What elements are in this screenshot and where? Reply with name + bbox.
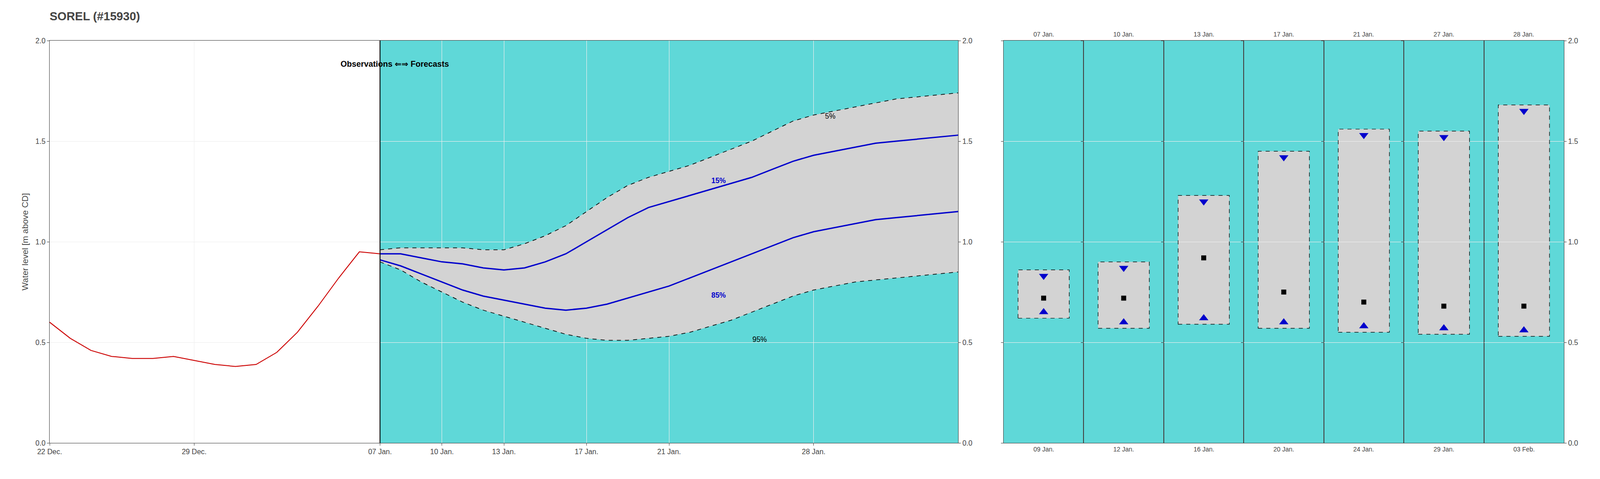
svg-text:10 Jan.: 10 Jan. <box>430 447 454 456</box>
svg-text:24 Jan.: 24 Jan. <box>1353 445 1375 453</box>
svg-text:21 Jan.: 21 Jan. <box>1353 30 1375 38</box>
svg-text:1.0: 1.0 <box>1567 238 1578 246</box>
svg-text:03 Feb.: 03 Feb. <box>1513 445 1535 453</box>
svg-text:16 Jan.: 16 Jan. <box>1193 445 1215 453</box>
svg-text:1.5: 1.5 <box>962 137 973 146</box>
svg-text:0.5: 0.5 <box>962 338 973 347</box>
svg-text:0.0: 0.0 <box>962 439 973 448</box>
svg-text:07 Jan.: 07 Jan. <box>1033 30 1055 38</box>
svg-text:07 Jan.: 07 Jan. <box>368 447 392 456</box>
svg-text:0.5: 0.5 <box>1567 338 1578 347</box>
svg-text:15%: 15% <box>711 176 726 185</box>
svg-text:SOREL (#15930): SOREL (#15930) <box>49 9 140 24</box>
svg-text:0.0: 0.0 <box>35 439 46 448</box>
svg-text:20 Jan.: 20 Jan. <box>1273 445 1295 453</box>
svg-text:1.0: 1.0 <box>962 238 973 246</box>
svg-text:0.0: 0.0 <box>1567 439 1578 448</box>
svg-text:5%: 5% <box>825 112 836 120</box>
svg-text:0.5: 0.5 <box>35 338 46 347</box>
svg-text:85%: 85% <box>711 291 726 300</box>
svg-text:09 Jan.: 09 Jan. <box>1033 445 1055 453</box>
svg-text:12 Jan.: 12 Jan. <box>1113 445 1135 453</box>
svg-text:2.0: 2.0 <box>962 36 973 45</box>
svg-text:27 Jan.: 27 Jan. <box>1433 30 1455 38</box>
svg-text:1.0: 1.0 <box>35 238 46 246</box>
svg-text:Observations ⇐⇒ Forecasts: Observations ⇐⇒ Forecasts <box>340 59 449 69</box>
svg-text:1.5: 1.5 <box>35 137 46 146</box>
svg-text:13 Jan.: 13 Jan. <box>492 447 516 456</box>
svg-text:28 Jan.: 28 Jan. <box>802 447 826 456</box>
svg-text:22 Dec.: 22 Dec. <box>36 447 62 456</box>
svg-text:95%: 95% <box>752 335 767 344</box>
svg-text:29 Jan.: 29 Jan. <box>1433 445 1455 453</box>
svg-text:2.0: 2.0 <box>1567 36 1578 45</box>
svg-text:1.5: 1.5 <box>1567 137 1578 146</box>
svg-text:13 Jan.: 13 Jan. <box>1193 30 1215 38</box>
svg-text:21 Jan.: 21 Jan. <box>657 447 681 456</box>
svg-text:Water level [m above CD]: Water level [m above CD] <box>20 193 30 291</box>
svg-text:29 Dec.: 29 Dec. <box>181 447 207 456</box>
svg-text:17 Jan.: 17 Jan. <box>574 447 599 456</box>
svg-text:17 Jan.: 17 Jan. <box>1273 30 1295 38</box>
svg-text:10 Jan.: 10 Jan. <box>1113 30 1135 38</box>
svg-text:2.0: 2.0 <box>35 36 46 45</box>
svg-text:28 Jan.: 28 Jan. <box>1513 30 1535 38</box>
